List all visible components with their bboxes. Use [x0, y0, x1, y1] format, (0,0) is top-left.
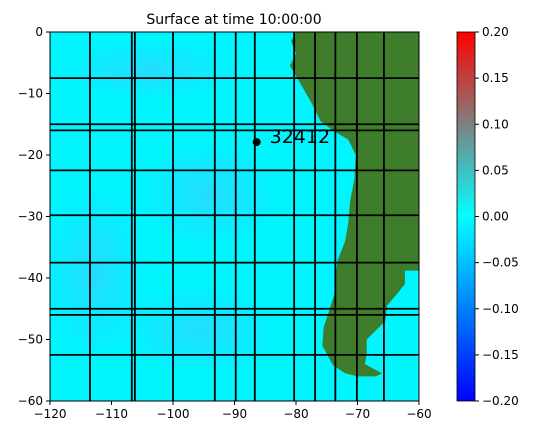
colorbar-tick-label: −0.20: [482, 394, 519, 408]
x-tick-label: −80: [283, 407, 308, 421]
land-mass: [289, 32, 419, 377]
y-tick-label: −20: [18, 148, 43, 162]
x-tick-label: −60: [406, 407, 431, 421]
gauge-points: 32412: [252, 126, 330, 148]
x-axis: −120 −110 −100 −90 −80 −70 −60: [34, 401, 432, 421]
gauge-point-label: 32412: [270, 126, 330, 148]
colorbar-tick-label: −0.05: [482, 256, 519, 270]
wave-ripple: [140, 140, 280, 250]
gauge-point-marker: [252, 138, 261, 147]
grid-lines: [50, 32, 419, 401]
x-tick-label: −70: [345, 407, 370, 421]
y-tick-label: −30: [18, 210, 43, 224]
colorbar-tick-label: −0.15: [482, 348, 519, 362]
colorbar-tick-label: −0.10: [482, 302, 519, 316]
colorbar-tick-label: 0.05: [482, 163, 509, 177]
x-tick-label: −100: [157, 407, 190, 421]
wave-ripple: [120, 285, 280, 375]
colorbar: [456, 31, 476, 402]
x-tick-label: −110: [95, 407, 128, 421]
colorbar-ticks: 0.20 0.15 0.10 0.05 0.00 −0.05 −0.10 −0.15 −0.20: [475, 25, 519, 408]
y-axis: 0 −10 −20 −30 −40 −50 −60: [18, 25, 50, 408]
y-tick-label: −60: [18, 394, 43, 408]
plot-area: 32412: [50, 32, 419, 401]
chart-title: Surface at time 10:00:00: [146, 12, 321, 28]
x-tick-label: −90: [222, 407, 247, 421]
y-tick-label: −40: [18, 271, 43, 285]
colorbar-tick-label: 0.20: [482, 25, 509, 39]
y-tick-label: −50: [18, 333, 43, 347]
y-tick-label: 0: [35, 25, 43, 39]
y-tick-label: −10: [18, 87, 43, 101]
colorbar-tick-label: 0.00: [482, 210, 509, 224]
colorbar-tick-label: 0.15: [482, 71, 509, 85]
colorbar-tick-label: 0.10: [482, 117, 509, 131]
x-tick-label: −120: [34, 407, 67, 421]
wave-ripple: [60, 40, 240, 100]
